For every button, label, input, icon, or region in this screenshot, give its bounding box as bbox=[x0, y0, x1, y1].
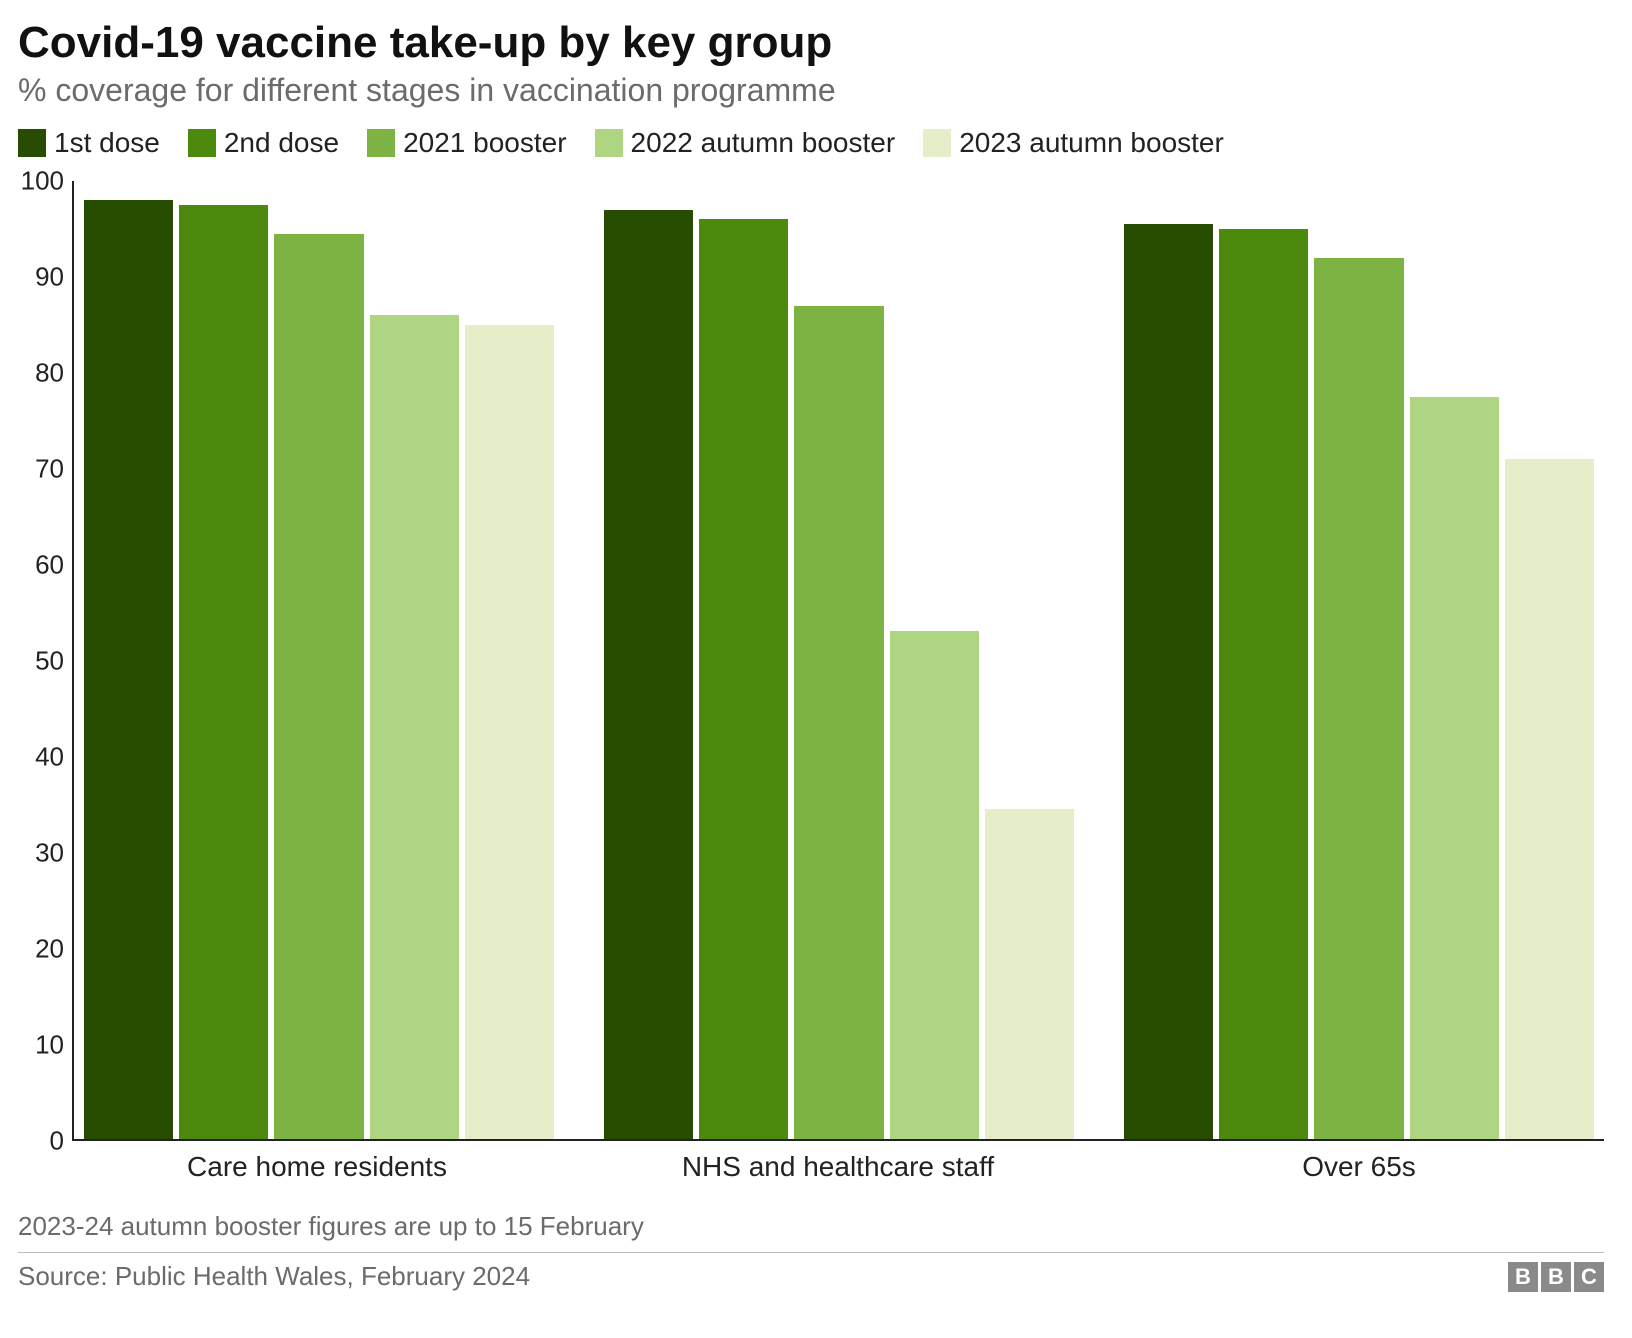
legend-swatch bbox=[923, 129, 951, 157]
bar bbox=[179, 205, 268, 1139]
y-tick-label: 80 bbox=[35, 358, 64, 389]
legend-swatch bbox=[595, 129, 623, 157]
y-tick-label: 50 bbox=[35, 646, 64, 677]
legend-item: 2021 booster bbox=[367, 127, 566, 159]
bar bbox=[604, 210, 693, 1139]
bar-group bbox=[604, 181, 1074, 1139]
y-tick-label: 30 bbox=[35, 838, 64, 869]
x-axis-labels: Care home residents NHS and healthcare st… bbox=[72, 1141, 1604, 1183]
plot-area: 0102030405060708090100 bbox=[18, 181, 1604, 1141]
y-axis: 0102030405060708090100 bbox=[18, 181, 72, 1141]
chart-container: Covid-19 vaccine take-up by key group % … bbox=[0, 0, 1632, 1312]
bbc-block: B bbox=[1541, 1262, 1571, 1292]
bar-group bbox=[1124, 181, 1594, 1139]
bar bbox=[1314, 258, 1403, 1139]
x-tick-label: NHS and healthcare staff bbox=[603, 1151, 1073, 1183]
y-tick-label: 0 bbox=[50, 1126, 64, 1157]
legend: 1st dose 2nd dose 2021 booster 2022 autumn … bbox=[18, 127, 1604, 159]
bar-groups bbox=[74, 181, 1604, 1139]
legend-item: 1st dose bbox=[18, 127, 160, 159]
y-tick-label: 90 bbox=[35, 262, 64, 293]
legend-label: 2021 booster bbox=[403, 127, 566, 159]
source-text: Source: Public Health Wales, February 20… bbox=[18, 1261, 530, 1292]
bar bbox=[370, 315, 459, 1139]
y-tick-label: 40 bbox=[35, 742, 64, 773]
legend-label: 1st dose bbox=[54, 127, 160, 159]
legend-item: 2022 autumn booster bbox=[595, 127, 896, 159]
bar bbox=[1124, 224, 1213, 1139]
bar bbox=[1219, 229, 1308, 1139]
legend-swatch bbox=[18, 129, 46, 157]
bar bbox=[1410, 397, 1499, 1139]
chart-subtitle: % coverage for different stages in vacci… bbox=[18, 72, 1604, 109]
y-tick-label: 10 bbox=[35, 1030, 64, 1061]
bbc-block: C bbox=[1574, 1262, 1604, 1292]
bar-group bbox=[84, 181, 554, 1139]
y-tick-label: 70 bbox=[35, 454, 64, 485]
y-tick-label: 60 bbox=[35, 550, 64, 581]
y-tick-label: 100 bbox=[21, 166, 64, 197]
legend-label: 2nd dose bbox=[224, 127, 339, 159]
bbc-block: B bbox=[1508, 1262, 1538, 1292]
legend-item: 2023 autumn booster bbox=[923, 127, 1224, 159]
footnote: 2023-24 autumn booster figures are up to… bbox=[18, 1211, 1604, 1253]
legend-label: 2023 autumn booster bbox=[959, 127, 1224, 159]
bar bbox=[794, 306, 883, 1139]
bar bbox=[890, 631, 979, 1139]
bar bbox=[465, 325, 554, 1139]
legend-label: 2022 autumn booster bbox=[631, 127, 896, 159]
chart-title: Covid-19 vaccine take-up by key group bbox=[18, 18, 1604, 68]
y-tick-label: 20 bbox=[35, 934, 64, 965]
legend-swatch bbox=[188, 129, 216, 157]
legend-item: 2nd dose bbox=[188, 127, 339, 159]
bar bbox=[274, 234, 363, 1139]
bar bbox=[1505, 459, 1594, 1139]
bar bbox=[699, 219, 788, 1139]
bar bbox=[985, 809, 1074, 1140]
legend-swatch bbox=[367, 129, 395, 157]
x-tick-label: Care home residents bbox=[82, 1151, 552, 1183]
x-tick-label: Over 65s bbox=[1124, 1151, 1594, 1183]
footer: Source: Public Health Wales, February 20… bbox=[18, 1261, 1604, 1292]
bar bbox=[84, 200, 173, 1139]
bbc-logo: BBC bbox=[1508, 1262, 1604, 1292]
chart-body bbox=[72, 181, 1604, 1141]
